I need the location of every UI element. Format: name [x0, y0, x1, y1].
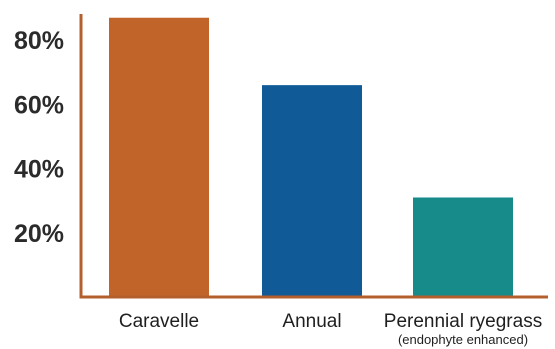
y-tick-label: 40%: [14, 156, 64, 184]
y-tick-label: 60%: [14, 91, 64, 119]
bars-group: [109, 17, 513, 296]
bar-annual: [262, 85, 362, 296]
y-tick-label: 20%: [14, 220, 64, 248]
y-axis-ticks: 20% 40% 60% 80%: [14, 27, 64, 248]
x-category-sublabel: (endophyte enhanced): [398, 332, 528, 347]
x-axis-labels: Caravelle Annual Perennial ryegrass(endoph…: [119, 311, 542, 347]
y-tick-label: 80%: [14, 27, 64, 55]
x-category-label: Perennial ryegrass: [384, 311, 542, 332]
bar-caravelle: [109, 17, 209, 296]
x-category-label: Annual: [282, 311, 341, 332]
bar-perennial-ryegrass: [413, 197, 513, 296]
x-category-label: Caravelle: [119, 311, 199, 332]
